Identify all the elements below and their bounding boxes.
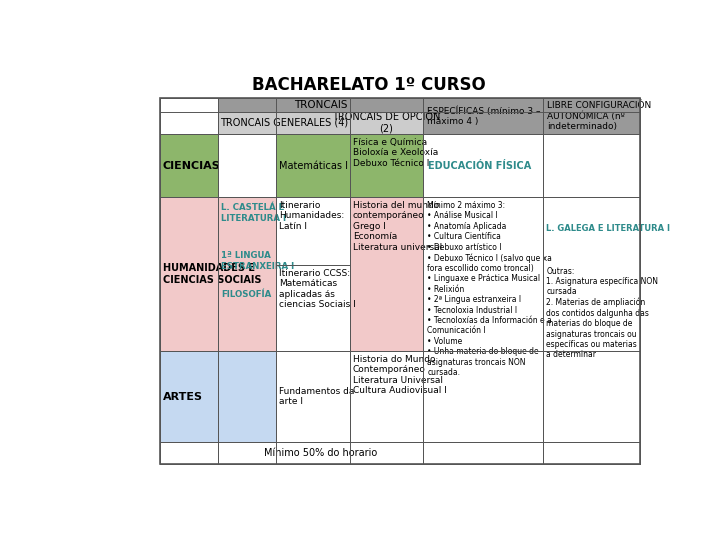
Bar xyxy=(218,197,276,351)
Text: ARTES: ARTES xyxy=(163,392,203,402)
Text: ESPECÍFICAS (mínimo 3 –
máximo 4 ): ESPECÍFICAS (mínimo 3 – máximo 4 ) xyxy=(427,106,541,126)
Text: TRONCAIS DE OPCIÓN
(2): TRONCAIS DE OPCIÓN (2) xyxy=(332,112,441,134)
Text: 1ª LINGUA
ESTRANXEIRA I: 1ª LINGUA ESTRANXEIRA I xyxy=(221,251,294,271)
Text: Historia do Mundo
Contemporáneo
Literatura Universal
Cultura Audiovisual I: Historia do Mundo Contemporáneo Literatu… xyxy=(353,355,446,395)
Text: Mínimo 2 máximo 3:
• Análise Musical I
• Anatomía Aplicada
• Cultura Científica
: Mínimo 2 máximo 3: • Análise Musical I •… xyxy=(427,201,552,377)
Text: Outras:
1. Asignatura específica NON
cursada
2. Materias de ampliación
dos conti: Outras: 1. Asignatura específica NON cur… xyxy=(546,267,659,359)
Text: Itinerario
Humanidades:
Latín I: Itinerario Humanidades: Latín I xyxy=(279,201,344,231)
Bar xyxy=(350,112,423,134)
Bar xyxy=(544,351,640,442)
Text: CIENCIAS: CIENCIAS xyxy=(163,161,220,171)
Bar xyxy=(160,442,218,464)
Text: Historia del mundo
contemporáneo
Grego I
Economía
Literatura universal: Historia del mundo contemporáneo Grego I… xyxy=(353,201,442,252)
Bar xyxy=(218,134,276,197)
Bar xyxy=(160,351,218,442)
Bar xyxy=(160,98,640,464)
Bar xyxy=(160,134,218,197)
Bar xyxy=(544,442,640,464)
FancyBboxPatch shape xyxy=(88,62,650,484)
Bar xyxy=(160,98,218,134)
Bar xyxy=(350,134,423,197)
Bar xyxy=(544,134,640,197)
Bar xyxy=(160,197,218,351)
Text: Mínimo 50% do horario: Mínimo 50% do horario xyxy=(264,448,377,458)
Bar xyxy=(350,197,423,351)
Bar xyxy=(423,351,544,442)
Text: Física e Química
Bioloxía e Xeoloxía
Debuxo Técnico I: Física e Química Bioloxía e Xeoloxía Deb… xyxy=(353,138,438,168)
Text: BACHARELATO 1º CURSO: BACHARELATO 1º CURSO xyxy=(252,76,486,93)
Bar xyxy=(276,134,350,197)
Text: TRONCAIS GENERALES (4): TRONCAIS GENERALES (4) xyxy=(220,118,348,128)
Bar xyxy=(276,197,350,265)
Bar xyxy=(423,134,544,197)
Bar xyxy=(218,351,276,442)
Text: L. GALEGA E LITERATURA I: L. GALEGA E LITERATURA I xyxy=(546,224,670,233)
Text: FILOSOFÍA: FILOSOFÍA xyxy=(221,289,271,299)
Bar xyxy=(350,351,423,442)
Bar xyxy=(423,98,544,134)
Bar xyxy=(544,197,640,351)
Bar xyxy=(218,98,423,112)
Bar xyxy=(423,442,544,464)
Text: HUMANIDADES E
CIENCIAS SOCIAIS: HUMANIDADES E CIENCIAS SOCIAIS xyxy=(163,264,261,285)
Bar xyxy=(218,442,423,464)
Bar xyxy=(276,351,350,442)
Text: Fundamentos da
arte I: Fundamentos da arte I xyxy=(279,387,354,407)
Text: LIBRE CONFIGURACIÓN
AUTONÓMICA (nº
indeterminado): LIBRE CONFIGURACIÓN AUTONÓMICA (nº indet… xyxy=(547,101,652,131)
Text: Itinerario CCSS:
Matemáticas
aplicadas ás
ciencias Sociais I: Itinerario CCSS: Matemáticas aplicadas á… xyxy=(279,269,356,309)
Text: L. CASTELÁ E
LITERATURA I: L. CASTELÁ E LITERATURA I xyxy=(221,204,286,223)
Text: TRONCAIS: TRONCAIS xyxy=(294,100,347,110)
Bar xyxy=(423,197,544,351)
Bar xyxy=(218,112,350,134)
Text: EDUCACIÓN FÍSICA: EDUCACIÓN FÍSICA xyxy=(428,161,531,171)
Bar xyxy=(276,265,350,351)
Bar xyxy=(544,98,640,134)
Text: Matemáticas I: Matemáticas I xyxy=(279,161,348,171)
